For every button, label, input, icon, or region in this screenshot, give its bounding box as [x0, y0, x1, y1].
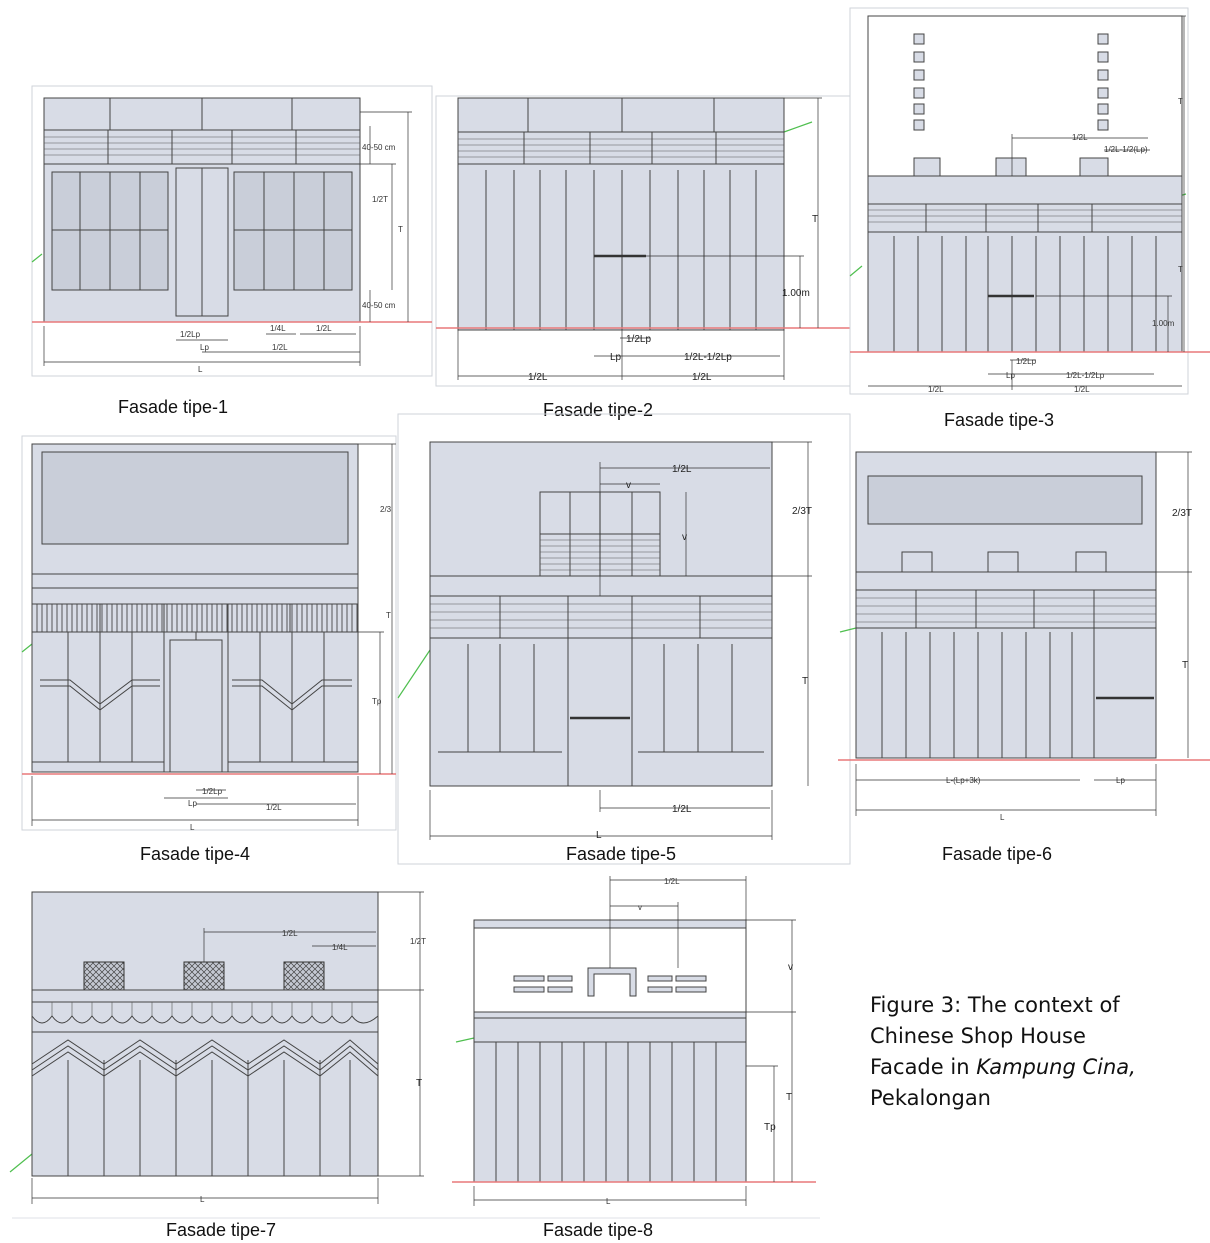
caption-line: Chinese Shop House: [870, 1024, 1086, 1048]
facade-type-5: L 1/2L 1/2L v v 2/3T T Fasade tipe-5: [397, 413, 851, 865]
dim-label: 2/3: [380, 505, 392, 514]
dim-label: T: [398, 225, 403, 234]
dim-label: v: [626, 480, 631, 491]
dim-label: 40-50 cm: [362, 301, 396, 310]
facade-type-2: 1/2L 1/2L Lp 1/2Lp 1/2L-1/2Lp T 1.00m Fa…: [435, 95, 851, 420]
dim-label: 1/4L: [332, 943, 348, 952]
facade-label: Fasade tipe-8: [543, 1220, 653, 1240]
dim-label: T: [386, 611, 391, 620]
dim-label: 2/3T: [792, 506, 812, 517]
dim-label: T: [786, 1092, 792, 1103]
dim-label: 1/2L: [672, 804, 692, 815]
figure-caption: Figure 3: The context of Chinese Shop Ho…: [870, 990, 1190, 1114]
caption-italic-place: Kampung Cina,: [976, 1055, 1136, 1079]
dim-label: T: [416, 1078, 422, 1089]
dim-label: L: [606, 1197, 611, 1206]
dim-label: 1/2Lp: [202, 787, 223, 796]
dim-label: T: [1178, 265, 1183, 274]
dim-label: 1/2T: [372, 195, 388, 204]
dim-label: 1/4L: [270, 324, 286, 333]
dim-label: Lp: [610, 352, 622, 363]
dim-label: 1/2L-1/2(Lp): [1104, 145, 1148, 154]
facade-label: Fasade tipe-2: [543, 400, 653, 420]
dim-label: 1/2L: [672, 464, 692, 475]
facade-type-7: L 1/2L 1/4L 1/2T T Fasade tipe-7: [9, 891, 426, 1240]
facade-label: Fasade tipe-1: [118, 397, 228, 417]
dim-label: 1/2T: [410, 937, 426, 946]
facade-label: Fasade tipe-7: [166, 1220, 276, 1240]
facade-type-8: L 1/2L v v T Tp Fasade tipe-8: [12, 876, 820, 1240]
facade-type-3: 1/2L 1/2L Lp 1/2Lp 1/2L-1/2Lp 1/2L 1/2L-…: [849, 7, 1210, 430]
dim-label: 2/3T: [1172, 508, 1192, 519]
dim-label: 1/2L-1/2Lp: [1066, 371, 1105, 380]
dim-label: 1.00m: [782, 288, 810, 299]
facade-label: Fasade tipe-6: [942, 844, 1052, 864]
dim-label: L: [198, 365, 203, 374]
dim-label: T: [1178, 97, 1183, 106]
dim-label: Tp: [764, 1122, 776, 1133]
facade-label: Fasade tipe-4: [140, 844, 250, 864]
dim-label: L: [1000, 813, 1005, 822]
dim-label: 1/2L: [266, 803, 282, 812]
facade-type-6: L L-(Lp+3k) Lp 2/3T T Fasade tipe-6: [838, 451, 1210, 864]
dim-label: v: [788, 962, 793, 973]
dim-label: L: [596, 830, 602, 841]
dim-label: 1/2L: [316, 324, 332, 333]
caption-line: Pekalongan: [870, 1086, 991, 1110]
caption-line: Figure 3: The context of: [870, 993, 1120, 1017]
facade-label: Fasade tipe-3: [944, 410, 1054, 430]
dim-label: Lp: [1116, 776, 1125, 785]
dim-label: 1/2L: [282, 929, 298, 938]
dim-label: v: [638, 903, 642, 912]
facade-type-4: L 1/2L Lp 1/2Lp 2/3 T Tp Fasade tipe-4: [21, 435, 397, 864]
caption-text: Facade in: [870, 1055, 977, 1079]
dim-label: L-(Lp+3k): [946, 776, 981, 785]
dim-label: 1/2Lp: [626, 334, 651, 345]
dim-label: 1.00m: [1152, 319, 1175, 328]
dim-label: L: [200, 1195, 205, 1204]
facade-type-1: L 1/2L 1/2Lp Lp 1/4L 1/2L 40-50 cm 40-50…: [31, 85, 433, 417]
dim-label: 1/2L: [272, 343, 288, 352]
dim-label: Lp: [200, 343, 209, 352]
dim-label: 1/2Lp: [1016, 357, 1037, 366]
dim-label: Tp: [372, 697, 382, 706]
dim-label: 1/2L: [528, 372, 548, 383]
caption-line: Facade in Kampung Cina,: [870, 1052, 1190, 1083]
dim-label: Lp: [188, 799, 197, 808]
dim-label: 1/2L: [928, 385, 944, 394]
dim-label: T: [802, 676, 808, 687]
dim-label: 1/2L: [664, 877, 680, 886]
dim-label: 40-50 cm: [362, 143, 396, 152]
dim-label: 1/2L: [1072, 133, 1088, 142]
dim-label: T: [812, 214, 818, 225]
dim-label: 1/2L: [692, 372, 712, 383]
dim-label: 1/2L: [1074, 385, 1090, 394]
dim-label: Lp: [1006, 371, 1015, 380]
dim-label: 1/2L-1/2Lp: [684, 352, 732, 363]
facade-label: Fasade tipe-5: [566, 844, 676, 864]
dim-label: 1/2Lp: [180, 330, 201, 339]
dim-label: T: [1182, 660, 1188, 671]
dim-label: v: [682, 532, 687, 543]
dim-label: L: [190, 823, 195, 832]
